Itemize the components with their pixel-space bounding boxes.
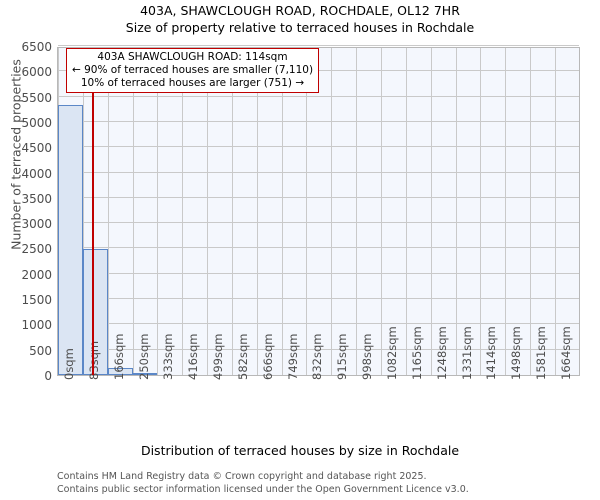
- gridline-vertical: [281, 48, 283, 375]
- y-axis-tick-label: 1500: [21, 293, 52, 308]
- gridline-horizontal: [58, 146, 579, 148]
- gridline-horizontal: [58, 247, 579, 249]
- gridline-horizontal: [58, 348, 579, 350]
- gridline-horizontal: [58, 272, 579, 274]
- y-axis-tick-label: 3500: [21, 191, 52, 206]
- gridline-vertical: [256, 48, 258, 375]
- y-axis-tick-label: 5500: [21, 90, 52, 105]
- x-axis-tick-label: 1414sqm: [484, 326, 499, 380]
- property-annotation-box: 403A SHAWCLOUGH ROAD: 114sqm ← 90% of te…: [66, 48, 319, 94]
- x-axis-tick-label: 1082sqm: [385, 326, 400, 380]
- histogram-bar: [107, 368, 133, 375]
- y-axis-tick-label: 0: [44, 369, 52, 383]
- gridline-horizontal: [58, 298, 579, 300]
- y-axis-tick-label: 5000: [21, 115, 52, 130]
- gridline-vertical: [455, 48, 457, 375]
- gridline-vertical: [132, 48, 134, 375]
- y-axis-tick-label: 500: [29, 343, 52, 358]
- gridline-vertical: [157, 48, 159, 375]
- y-axis-tick-label: 3000: [21, 217, 52, 232]
- x-axis-tick-label: 1165sqm: [409, 326, 424, 380]
- x-axis-tick-label: 499sqm: [211, 333, 226, 380]
- y-axis-tick-label: 2500: [21, 242, 52, 257]
- gridline-vertical: [381, 48, 383, 375]
- plot-area: [57, 45, 580, 376]
- gridline-horizontal: [58, 196, 579, 198]
- histogram-bar: [58, 104, 83, 375]
- x-axis-title: Distribution of terraced houses by size …: [140, 443, 460, 458]
- x-axis-tick-label: 1331sqm: [459, 326, 474, 380]
- x-axis-tick-label: 666sqm: [260, 333, 275, 380]
- gridline-vertical: [430, 48, 432, 375]
- y-axis-tick-label: 2000: [21, 267, 52, 282]
- annotation-line-2: ← 90% of terraced houses are smaller (7,…: [71, 63, 314, 76]
- gridline-vertical: [107, 48, 109, 375]
- gridline-vertical: [480, 48, 482, 375]
- histogram-bar: [132, 373, 158, 375]
- gridline-vertical: [554, 48, 556, 375]
- x-axis-tick-label: 1498sqm: [509, 326, 524, 380]
- gridline-vertical: [82, 48, 84, 375]
- y-axis-tick-label: 1000: [21, 318, 52, 333]
- x-axis-tick-label: 749sqm: [285, 333, 300, 380]
- gridline-horizontal: [58, 45, 579, 46]
- page-title: 403A, SHAWCLOUGH ROAD, ROCHDALE, OL12 7H…: [140, 3, 460, 18]
- gridline-vertical: [356, 48, 358, 375]
- footer-attribution: Contains HM Land Registry data © Crown c…: [57, 471, 597, 497]
- x-axis-tick-label: 333sqm: [161, 333, 176, 380]
- gridline-horizontal: [58, 95, 579, 97]
- y-axis-tick-label: 6500: [21, 40, 52, 54]
- footer-line-1: Contains HM Land Registry data © Crown c…: [57, 471, 427, 482]
- x-axis-tick-label: 1248sqm: [434, 326, 449, 380]
- y-axis-tick-label: 6000: [21, 65, 52, 80]
- x-axis-tick-label: 1581sqm: [534, 326, 549, 380]
- gridline-horizontal: [58, 222, 579, 224]
- annotation-line-1: 403A SHAWCLOUGH ROAD: 114sqm: [97, 51, 288, 63]
- gridline-vertical: [182, 48, 184, 375]
- gridline-vertical: [231, 48, 233, 375]
- gridline-vertical: [331, 48, 333, 375]
- x-axis-tick-label: 832sqm: [310, 333, 325, 380]
- y-axis-tick-label: 4000: [21, 166, 52, 181]
- histogram-bar: [82, 249, 108, 375]
- y-axis-tick-label: 4500: [21, 141, 52, 156]
- property-size-marker-line: [92, 48, 95, 375]
- gridline-vertical: [530, 48, 532, 375]
- gridline-vertical: [306, 48, 308, 375]
- chart-subtitle: Size of property relative to terraced ho…: [125, 20, 475, 35]
- x-axis-tick-label: 582sqm: [235, 333, 250, 380]
- x-axis-tick-label: 416sqm: [186, 333, 201, 380]
- gridline-horizontal: [58, 323, 579, 325]
- x-axis-tick-label: 250sqm: [136, 333, 151, 380]
- annotation-line-3: 10% of terraced houses are larger (751) …: [80, 76, 305, 89]
- gridline-vertical: [207, 48, 209, 375]
- x-axis-tick-label: 166sqm: [111, 333, 126, 380]
- x-axis-tick-label: 998sqm: [360, 333, 375, 380]
- gridline-horizontal: [58, 120, 579, 122]
- x-axis-tick-label: 1664sqm: [558, 326, 573, 380]
- gridline-vertical: [405, 48, 407, 375]
- footer-line-2: Contains public sector information licen…: [57, 483, 469, 495]
- x-axis-tick-label: 915sqm: [335, 333, 350, 380]
- gridline-vertical: [505, 48, 507, 375]
- x-axis-tick-label: 0sqm: [62, 348, 76, 380]
- gridline-horizontal: [58, 171, 579, 173]
